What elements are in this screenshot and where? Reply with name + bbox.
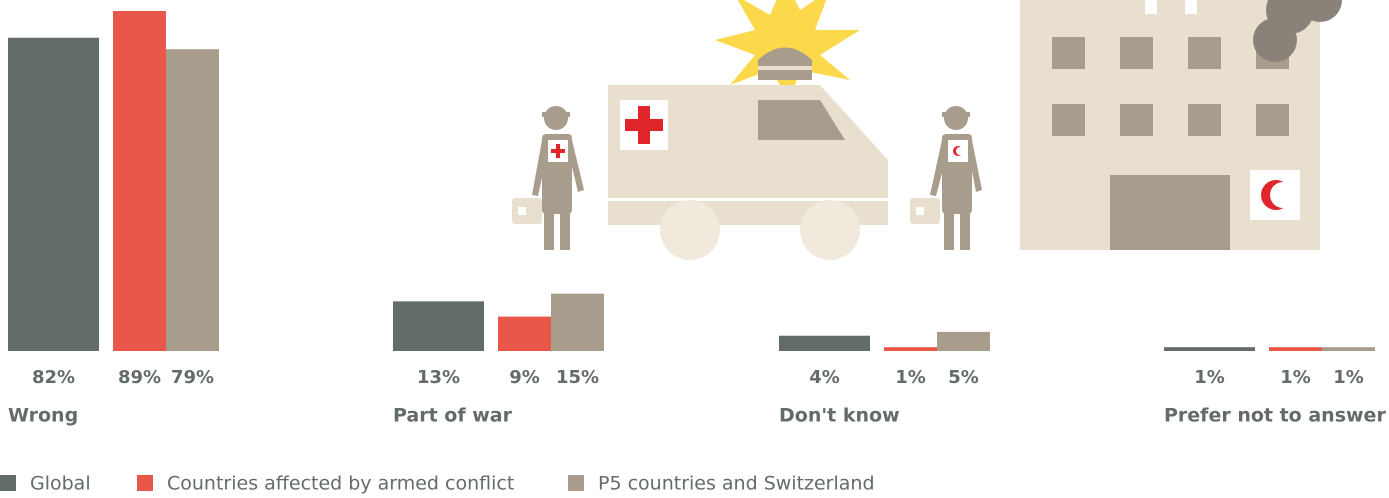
bar — [1269, 347, 1322, 351]
bar — [1322, 347, 1375, 351]
value-label: 5% — [948, 367, 979, 388]
value-label: 1% — [1194, 367, 1225, 388]
bar — [498, 316, 551, 351]
legend-label: Countries affected by armed conflict — [167, 473, 514, 495]
legend-swatch — [0, 475, 16, 491]
bar — [8, 37, 99, 351]
bar — [551, 293, 604, 351]
legend-label: P5 countries and Switzerland — [598, 473, 875, 495]
bar — [393, 301, 484, 351]
value-label: 15% — [556, 367, 599, 388]
bar — [884, 347, 937, 351]
category-label: Prefer not to answer — [1164, 405, 1386, 427]
legend-label: Global — [30, 473, 91, 495]
category-label: Wrong — [8, 405, 78, 427]
legend-swatch — [137, 475, 153, 491]
category-label: Don't know — [779, 405, 900, 427]
value-label: 4% — [809, 367, 840, 388]
bar — [1164, 347, 1255, 351]
value-label: 82% — [32, 367, 75, 388]
bar — [937, 331, 990, 351]
bar — [166, 49, 219, 351]
value-label: 1% — [895, 367, 926, 388]
bar — [779, 335, 870, 351]
value-label: 1% — [1280, 367, 1311, 388]
bar — [113, 11, 166, 352]
value-label: 89% — [118, 367, 161, 388]
value-label: 9% — [509, 367, 540, 388]
value-label: 79% — [171, 367, 214, 388]
category-label: Part of war — [393, 405, 513, 427]
illustration — [512, 0, 1342, 260]
value-label: 1% — [1333, 367, 1364, 388]
legend-swatch — [568, 475, 584, 491]
value-label: 13% — [417, 367, 460, 388]
